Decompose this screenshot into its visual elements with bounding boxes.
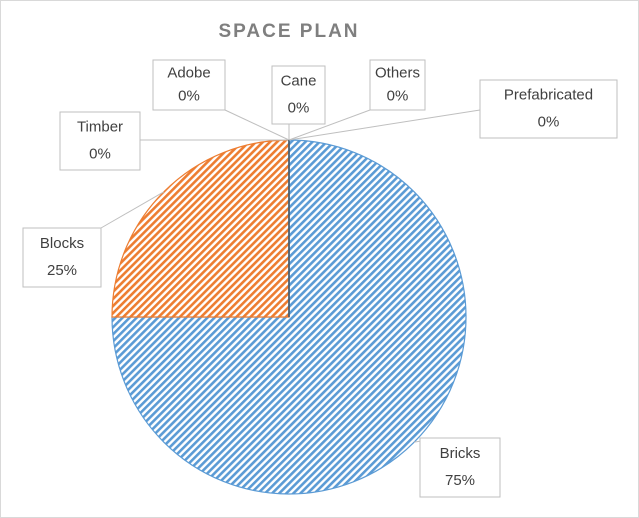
label-box [369,59,426,111]
value-label: 0% [387,87,409,104]
chart-title: SPACE PLAN [218,21,359,42]
leader-line [224,109,290,141]
label-box [271,65,326,125]
value-label: 75% [445,472,475,489]
category-label: Blocks [40,235,84,252]
value-label: 0% [178,87,200,104]
value-label: 0% [538,113,560,130]
value-label: 25% [47,262,77,279]
label-box [22,227,102,288]
label-box [59,111,141,171]
leader-line [100,191,165,229]
label-box [419,437,501,498]
category-label: Timber [77,119,123,136]
category-label: Bricks [440,445,481,462]
leader-line [288,109,371,141]
category-label: Others [375,64,420,81]
leader-line [288,109,481,141]
category-label: Cane [281,73,317,90]
value-label: 0% [288,99,310,116]
value-label: 0% [89,145,111,162]
label-box [479,79,618,139]
category-label: Adobe [167,64,210,81]
label-box [152,59,226,111]
category-label: Prefabricated [504,87,593,104]
